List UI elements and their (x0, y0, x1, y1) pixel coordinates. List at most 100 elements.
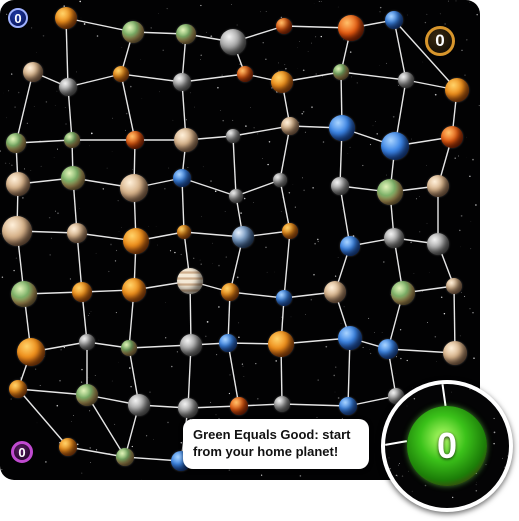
planet-green[interactable] (377, 179, 403, 205)
planet-orange[interactable] (113, 66, 129, 82)
star (89, 410, 91, 412)
planet-blue[interactable] (276, 290, 292, 306)
planet-green[interactable] (122, 21, 144, 43)
star (80, 17, 82, 19)
planet-orange[interactable] (122, 278, 146, 302)
planet-blue[interactable] (378, 339, 398, 359)
planet-tan[interactable] (23, 62, 43, 82)
planet-orange[interactable] (17, 338, 45, 366)
star (419, 231, 421, 233)
connection-line (65, 17, 134, 33)
planet-blue[interactable] (338, 326, 362, 350)
player-badge-bottom-left[interactable]: 0 (11, 441, 33, 463)
star (14, 106, 16, 108)
planet-tan[interactable] (174, 128, 198, 152)
planet-orange[interactable] (123, 228, 149, 254)
planet-gray[interactable] (273, 173, 287, 187)
planet-gray[interactable] (59, 78, 77, 96)
star (118, 361, 119, 363)
planet-orange[interactable] (9, 380, 27, 398)
star (428, 272, 430, 274)
planet-red[interactable] (126, 131, 144, 149)
planet-orange[interactable] (55, 7, 77, 29)
planet-blue[interactable] (340, 236, 360, 256)
planet-green[interactable] (116, 448, 134, 466)
star (292, 184, 294, 185)
starfield (0, 0, 480, 480)
planet-gray[interactable] (128, 394, 150, 416)
planet-tan[interactable] (67, 223, 87, 243)
planet-jupiter[interactable] (177, 268, 203, 294)
planet-red[interactable] (276, 18, 292, 34)
planet-green[interactable] (6, 133, 26, 153)
planet-gray[interactable] (79, 334, 95, 350)
planet-orange[interactable] (445, 78, 469, 102)
player-badge-top-right[interactable]: 0 (425, 26, 455, 56)
planet-gray[interactable] (398, 72, 414, 88)
planet-orange[interactable] (177, 225, 191, 239)
planet-green[interactable] (121, 340, 137, 356)
star (395, 356, 398, 358)
planet-orange[interactable] (268, 331, 294, 357)
planet-blue[interactable] (385, 11, 403, 29)
planet-orange[interactable] (221, 283, 239, 301)
planet-red[interactable] (237, 66, 253, 82)
planet-orange[interactable] (282, 223, 298, 239)
planet-blue[interactable] (339, 397, 357, 415)
star (229, 374, 231, 376)
planet-green[interactable] (61, 166, 85, 190)
star (0, 233, 1, 235)
planet-gray[interactable] (220, 29, 246, 55)
planet-green[interactable] (333, 64, 349, 80)
star (57, 212, 59, 215)
star (386, 174, 388, 176)
star (49, 254, 52, 256)
planet-green[interactable] (64, 132, 80, 148)
planet-blue[interactable] (381, 132, 409, 160)
planet-tan[interactable] (427, 175, 449, 197)
planet-earth[interactable] (232, 226, 254, 248)
planet-blue[interactable] (219, 334, 237, 352)
planet-blue[interactable] (329, 115, 355, 141)
star (390, 402, 393, 405)
planet-tan[interactable] (281, 117, 299, 135)
star (398, 85, 399, 87)
planet-tan[interactable] (6, 172, 30, 196)
planet-tan[interactable] (443, 341, 467, 365)
planet-tan[interactable] (120, 174, 148, 202)
star (218, 306, 220, 308)
planet-tan[interactable] (324, 281, 346, 303)
planet-red[interactable] (230, 397, 248, 415)
planet-gray[interactable] (229, 189, 243, 203)
planet-tan[interactable] (2, 216, 32, 246)
planet-gray[interactable] (180, 334, 202, 356)
planet-tan[interactable] (446, 278, 462, 294)
planet-gray[interactable] (226, 129, 240, 143)
star (349, 51, 352, 53)
planet-green[interactable] (391, 281, 415, 305)
star (17, 91, 20, 94)
planet-green[interactable] (11, 281, 37, 307)
star (444, 23, 446, 25)
star (267, 163, 269, 166)
planet-gray[interactable] (384, 228, 404, 248)
home-planet[interactable]: 0 (407, 406, 487, 486)
planet-gray[interactable] (274, 396, 290, 412)
planet-gray[interactable] (427, 233, 449, 255)
planet-orange[interactable] (271, 71, 293, 93)
planet-green[interactable] (176, 24, 196, 44)
planet-gray[interactable] (331, 177, 349, 195)
planet-red[interactable] (441, 126, 463, 148)
planet-orange[interactable] (72, 282, 92, 302)
star (114, 260, 117, 262)
planet-red[interactable] (338, 15, 364, 41)
star (415, 198, 417, 200)
star (257, 133, 259, 135)
planet-green[interactable] (76, 384, 98, 406)
planet-gray[interactable] (173, 73, 191, 91)
planet-orange[interactable] (59, 438, 77, 456)
game-board: 0 0 0 (0, 0, 480, 480)
player-badge-top-left[interactable]: 0 (8, 8, 28, 28)
planet-gray[interactable] (178, 398, 198, 418)
planet-blue[interactable] (173, 169, 191, 187)
